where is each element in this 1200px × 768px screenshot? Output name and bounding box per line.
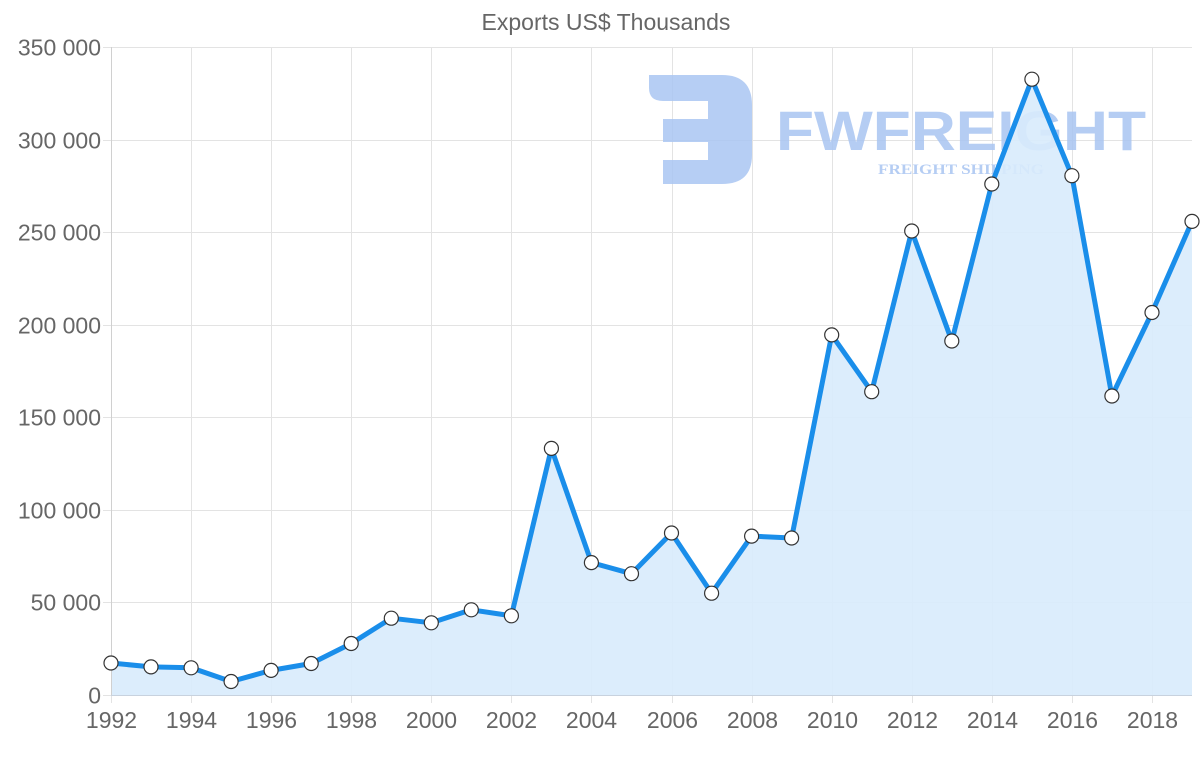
data-point bbox=[1144, 304, 1160, 321]
data-point bbox=[824, 327, 840, 343]
x-tick-label: 2010 bbox=[807, 707, 858, 733]
axes: 0 50 000 100 000 150 000 200 000 250 000 300 0… bbox=[18, 35, 1192, 733]
x-tick-label: 2016 bbox=[1047, 707, 1098, 733]
data-point bbox=[503, 608, 519, 624]
watermark-brand: FWFREIGHT bbox=[776, 99, 1146, 162]
data-point bbox=[383, 610, 399, 626]
y-tick-label: 200 000 bbox=[18, 313, 101, 339]
data-point bbox=[743, 528, 760, 544]
data-point bbox=[143, 659, 159, 675]
y-tick-label: 350 000 bbox=[18, 35, 101, 61]
x-tick-label: 1996 bbox=[246, 707, 297, 733]
data-point bbox=[703, 585, 720, 601]
data-point bbox=[1184, 213, 1200, 229]
data-point bbox=[1064, 168, 1080, 184]
data-point bbox=[583, 554, 600, 571]
data-point bbox=[1104, 388, 1120, 404]
chart-title: Exports US$ Thousands bbox=[482, 9, 731, 35]
x-tick-label: 2014 bbox=[967, 707, 1018, 733]
data-point bbox=[223, 673, 239, 690]
data-point-markers bbox=[103, 71, 1200, 690]
brand-logo-icon bbox=[649, 75, 752, 184]
y-tick-label: 300 000 bbox=[18, 128, 101, 154]
x-tick-label: 2018 bbox=[1127, 707, 1178, 733]
y-tick-label: 150 000 bbox=[18, 405, 101, 431]
data-point bbox=[183, 660, 199, 676]
data-point bbox=[663, 525, 680, 541]
x-tick-label: 2006 bbox=[647, 707, 698, 733]
x-tick-label: 1992 bbox=[86, 707, 137, 733]
x-tick-label: 2000 bbox=[406, 707, 457, 733]
data-point bbox=[783, 530, 800, 546]
data-point bbox=[904, 223, 920, 239]
x-tick-label: 2012 bbox=[887, 707, 938, 733]
data-point bbox=[864, 384, 880, 400]
data-point bbox=[103, 655, 119, 671]
x-tick-label: 2008 bbox=[727, 707, 778, 733]
data-point bbox=[623, 566, 640, 582]
series-line bbox=[110, 76, 1195, 684]
data-point bbox=[343, 635, 359, 652]
x-tick-label: 1994 bbox=[166, 707, 217, 733]
watermark-logo: FWFREIGHT FREIGHT SHIPPING bbox=[649, 75, 1146, 184]
data-point bbox=[423, 615, 439, 631]
y-tick-label: 100 000 bbox=[18, 498, 101, 524]
y-tick-label: 0 bbox=[88, 683, 101, 709]
data-point bbox=[303, 655, 319, 672]
x-tick-label: 1998 bbox=[326, 707, 377, 733]
data-point bbox=[463, 602, 479, 618]
y-tick-label: 50 000 bbox=[31, 590, 101, 616]
data-point bbox=[543, 440, 560, 456]
x-tick-label: 2002 bbox=[486, 707, 537, 733]
y-tick-label: 250 000 bbox=[18, 220, 101, 246]
data-point bbox=[944, 333, 960, 349]
data-point bbox=[1024, 71, 1040, 87]
data-point bbox=[263, 662, 279, 679]
data-point bbox=[984, 176, 1000, 192]
area-fill bbox=[111, 79, 1192, 695]
x-tick-label: 2004 bbox=[566, 707, 617, 733]
